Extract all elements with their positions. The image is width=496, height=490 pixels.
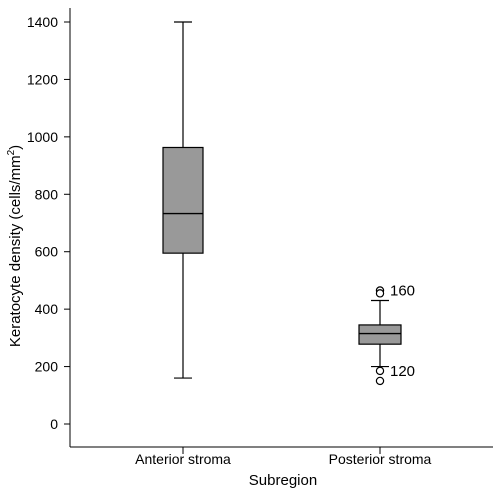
x-tick-label: Anterior stroma: [135, 451, 231, 467]
y-tick-label: 800: [35, 186, 59, 202]
y-tick-label: 200: [35, 359, 59, 375]
y-tick-label: 0: [50, 416, 58, 432]
y-tick-label: 400: [35, 301, 59, 317]
x-axis-title: Subregion: [249, 472, 317, 489]
y-axis-title-main: Keratocyte density (cells/mm: [7, 155, 24, 347]
box-iqr: [162, 146, 204, 254]
boxes: 160 120: [162, 21, 415, 386]
y-tick-label: 1400: [27, 14, 58, 30]
x-tick-label: Posterior stroma: [329, 451, 432, 467]
y-tick-label: 600: [35, 244, 59, 260]
y-axis-title: Keratocyte density (cells/mm2): [6, 145, 24, 347]
box-group: [162, 21, 204, 379]
y-tick-label: 1200: [27, 71, 58, 87]
y-axis-title-close: ): [7, 145, 24, 150]
box-iqr: [358, 324, 402, 345]
box-group: 160 120: [358, 282, 415, 386]
outlier-point: [375, 289, 385, 298]
outlier-label: 120: [390, 363, 415, 380]
outlier-label: 160: [390, 282, 415, 299]
y-tick-label: 1000: [27, 129, 58, 145]
outlier-point: [375, 366, 385, 376]
outlier-point: [375, 376, 385, 386]
y-axis-title-superscript: 2: [6, 149, 17, 155]
axes: 0 200 400 600 800 1000 1200 1400 Anterior stroma…: [27, 8, 493, 467]
